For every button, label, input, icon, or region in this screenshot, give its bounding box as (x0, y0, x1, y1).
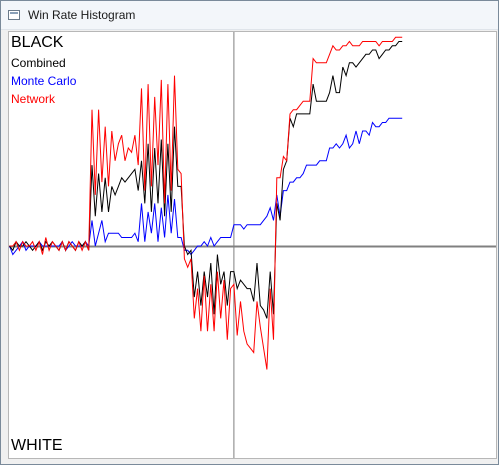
legend-network: Network (11, 92, 56, 106)
title-bar[interactable]: Win Rate Histogram (1, 1, 498, 30)
series-line-monte-carlo (9, 117, 403, 256)
legend-monte-carlo: Monte Carlo (11, 74, 77, 88)
series-line-network (9, 36, 403, 370)
app-icon (8, 10, 20, 20)
white-label: WHITE (11, 437, 63, 454)
window-title: Win Rate Histogram (28, 8, 136, 22)
histogram-area[interactable]: BLACK Combined Monte Carlo Network WHITE (8, 31, 497, 459)
legend-combined: Combined (11, 56, 66, 70)
win-rate-plot[interactable] (9, 32, 497, 459)
black-label: BLACK (11, 34, 64, 51)
